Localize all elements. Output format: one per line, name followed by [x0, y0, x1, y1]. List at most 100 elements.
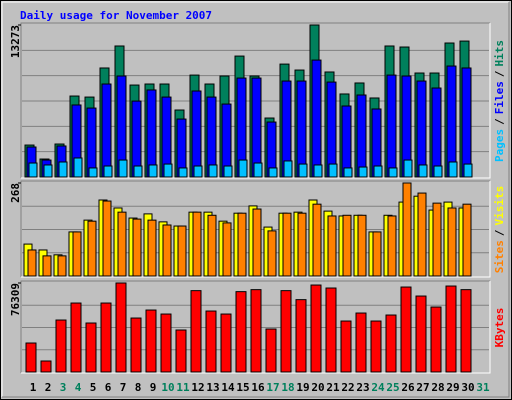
x-tick-label: 31 [476, 381, 490, 394]
bar [192, 211, 202, 277]
x-tick-label: 3 [60, 381, 67, 394]
bar [250, 289, 262, 373]
bar [343, 167, 353, 178]
bar [70, 302, 82, 373]
bar [430, 306, 442, 373]
bar [295, 299, 307, 373]
bar [326, 81, 337, 178]
bar [387, 215, 397, 277]
chart-title: Daily usage for November 2007 [20, 9, 212, 22]
bar [190, 290, 202, 373]
bar [72, 231, 82, 277]
bar [445, 285, 457, 373]
bar [341, 105, 352, 178]
bar [88, 167, 98, 178]
bar [298, 163, 308, 178]
y-max-label: 268 [9, 183, 22, 203]
bar [193, 165, 203, 178]
bar [27, 249, 37, 277]
bar [342, 214, 352, 277]
bar [25, 342, 37, 373]
bar [432, 202, 442, 277]
bar [162, 224, 172, 277]
bar [42, 255, 52, 277]
panel-bevel [20, 180, 490, 277]
bar [431, 87, 442, 178]
bar [310, 284, 322, 373]
bar [403, 159, 413, 178]
panel-bevel [20, 22, 490, 178]
bar [103, 165, 113, 178]
x-tick-label: 7 [120, 381, 127, 394]
bar [40, 360, 52, 373]
legend-entry: KBytes [493, 308, 506, 348]
x-tick-label: 5 [90, 381, 97, 394]
bar [115, 282, 127, 373]
x-tick-label: 28 [431, 381, 444, 394]
bar [388, 167, 398, 178]
x-tick-label: 8 [135, 381, 142, 394]
bar [446, 65, 457, 178]
legend: KBytes [493, 308, 506, 348]
bar [372, 231, 382, 277]
x-tick-label: 26 [401, 381, 415, 394]
x-tick-label: 12 [191, 381, 204, 394]
x-tick-label: 10 [161, 381, 174, 394]
y-max-label: 76309 [9, 283, 22, 316]
bar [28, 162, 38, 178]
legend-entry: Files [493, 81, 506, 114]
bar [73, 157, 83, 178]
bar [267, 230, 277, 277]
panel-bevel [21, 181, 491, 278]
bar [55, 319, 67, 373]
bar [311, 59, 322, 178]
panel-bevel [20, 280, 490, 373]
bar [118, 159, 128, 178]
bar [448, 161, 458, 178]
bar [102, 200, 112, 277]
bar [146, 89, 157, 178]
x-tick-label: 11 [176, 381, 190, 394]
bar [86, 107, 97, 178]
bar [145, 309, 157, 373]
x-tick-label: 2 [45, 381, 52, 394]
legend: Pages / Files / Hits [493, 40, 506, 162]
bar [58, 161, 68, 178]
bar [355, 312, 367, 373]
bar [297, 212, 307, 277]
bar [433, 165, 443, 178]
legend-entry: Visits [493, 186, 506, 226]
x-tick-label: 14 [221, 381, 235, 394]
bar [356, 94, 367, 178]
bar [328, 163, 338, 178]
legend: Sites / Visits [493, 186, 506, 274]
x-tick-label: 20 [311, 381, 324, 394]
panel-bevel [21, 23, 491, 179]
x-tick-label: 16 [251, 381, 265, 394]
bar [177, 225, 187, 277]
bar [160, 313, 172, 373]
bar [130, 317, 142, 373]
bar [132, 218, 142, 277]
bar [133, 165, 143, 178]
bar [416, 80, 427, 178]
legend-separator: / [493, 118, 506, 125]
x-tick-label: 4 [75, 381, 82, 394]
bar [460, 289, 472, 373]
bar [312, 203, 322, 277]
bar [205, 310, 217, 373]
bar [253, 162, 263, 178]
bar [220, 313, 232, 373]
legend-entry: Hits [493, 40, 506, 67]
bar [282, 212, 292, 277]
legend-separator: / [493, 70, 506, 77]
bar [402, 182, 412, 277]
y-max-label: 13273 [9, 25, 22, 58]
bar [358, 166, 368, 178]
bar [147, 219, 157, 277]
x-tick-label: 23 [356, 381, 369, 394]
x-tick-label: 27 [416, 381, 429, 394]
